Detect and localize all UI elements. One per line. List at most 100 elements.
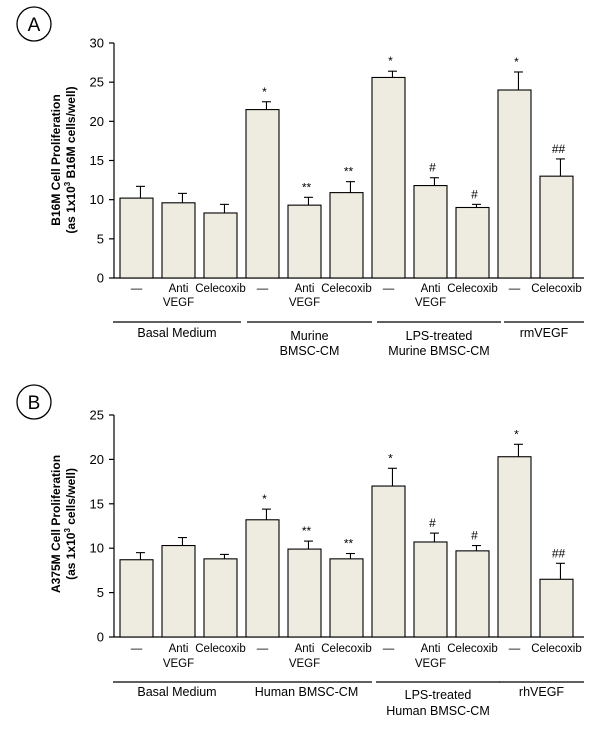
y-tick-label: 30 xyxy=(90,36,104,51)
group-label: Human BMSC-CM xyxy=(386,704,490,718)
y-axis-label-line2-suffix: cells/well) xyxy=(64,468,78,528)
category-label: — xyxy=(131,283,143,295)
significance-marker: * xyxy=(262,85,267,99)
category-label: Celecoxib xyxy=(531,643,582,655)
y-axis-label-exponent: 3 xyxy=(63,181,72,186)
category-label: — xyxy=(509,643,521,655)
y-axis-label-line2: (as 1x10 xyxy=(64,532,78,580)
category-label: VEGF xyxy=(163,297,194,309)
bar xyxy=(329,192,364,279)
panel-letter-circle xyxy=(16,384,52,420)
bar xyxy=(161,202,196,279)
category-label: Anti xyxy=(295,643,315,655)
category-label: Celecoxib xyxy=(447,643,498,655)
y-axis-label-line2-suffix: B16M cells/well) xyxy=(64,86,78,181)
panel-letter: B xyxy=(28,393,41,414)
y-tick-label: 5 xyxy=(97,231,104,246)
significance-marker: * xyxy=(262,492,267,506)
category-label: Celecoxib xyxy=(447,283,498,295)
bar xyxy=(245,109,280,279)
chart-panel-b: B 0 5 10 15 20 25 A375M Cell Proliferation(as 1… xyxy=(16,384,584,718)
significance-marker: # xyxy=(429,516,436,530)
category-label: Celecoxib xyxy=(195,643,246,655)
category-label: — xyxy=(131,643,143,655)
y-tick-label: 15 xyxy=(90,496,104,511)
y-tick-label: 25 xyxy=(90,408,104,423)
bar xyxy=(203,212,238,279)
category-label: Anti xyxy=(169,283,189,295)
category-label: Anti xyxy=(295,283,315,295)
bar xyxy=(413,185,448,279)
category-label: Celecoxib xyxy=(195,283,246,295)
significance-marker: ** xyxy=(302,180,312,194)
category-label: VEGF xyxy=(289,658,320,670)
group-label: BMSC-CM xyxy=(280,344,340,358)
bar xyxy=(539,175,574,279)
category-label: — xyxy=(383,643,395,655)
bar xyxy=(539,578,574,638)
group-label: LPS-treated xyxy=(406,329,473,343)
bar xyxy=(413,541,448,638)
category-label: — xyxy=(383,283,395,295)
group-label: Murine BMSC-CM xyxy=(388,344,489,358)
panel-letter-circle xyxy=(16,6,52,42)
significance-marker: ## xyxy=(552,546,566,560)
group-label: Murine xyxy=(290,329,328,343)
y-tick-label: 15 xyxy=(90,153,104,168)
significance-marker: ** xyxy=(302,524,312,538)
category-label: Anti xyxy=(421,643,441,655)
significance-marker: ** xyxy=(344,165,354,179)
group-label: Human BMSC-CM xyxy=(255,685,359,699)
bar xyxy=(455,550,490,638)
category-label: — xyxy=(509,283,521,295)
group-label: Basal Medium xyxy=(137,326,216,340)
significance-marker: * xyxy=(514,427,519,441)
significance-marker: # xyxy=(429,161,436,175)
y-axis-label-line2: (as 1x10 xyxy=(64,186,78,234)
category-label: VEGF xyxy=(415,297,446,309)
y-tick-label: 20 xyxy=(90,114,104,129)
significance-marker: ** xyxy=(344,537,354,551)
y-tick-label: 0 xyxy=(97,630,104,645)
chart-panel-a: A 0 5 10 15 20 25 30 B16M Cell Proliferation(as … xyxy=(16,6,584,358)
category-label: VEGF xyxy=(289,297,320,309)
category-label: Anti xyxy=(169,643,189,655)
significance-marker: * xyxy=(388,54,393,68)
y-tick-label: 10 xyxy=(90,192,104,207)
group-label: LPS-treated xyxy=(405,688,472,702)
category-label: Anti xyxy=(421,283,441,295)
category-label: Celecoxib xyxy=(531,283,582,295)
bar xyxy=(245,519,280,638)
category-label: VEGF xyxy=(163,658,194,670)
bar xyxy=(119,559,154,638)
bar xyxy=(455,206,490,279)
y-axis-label: A375M Cell Proliferation(as 1x103 cells/… xyxy=(49,455,78,593)
group-label: Basal Medium xyxy=(137,685,216,699)
y-tick-label: 0 xyxy=(97,271,104,286)
bar xyxy=(203,558,238,638)
y-axis-label-line1: B16M Cell Proliferation xyxy=(49,94,63,225)
bar xyxy=(161,544,196,638)
bar xyxy=(119,197,154,279)
bar xyxy=(287,548,322,638)
category-label: — xyxy=(257,283,269,295)
group-label: rmVEGF xyxy=(520,326,569,340)
significance-marker: ## xyxy=(552,142,566,156)
category-label: Celecoxib xyxy=(321,283,372,295)
y-tick-label: 10 xyxy=(90,541,104,556)
bar xyxy=(287,204,322,279)
significance-marker: * xyxy=(388,451,393,465)
panel-letter: A xyxy=(28,15,41,36)
y-tick-label: 5 xyxy=(97,585,104,600)
y-axis-label-line1: A375M Cell Proliferation xyxy=(49,455,63,593)
category-label: Celecoxib xyxy=(321,643,372,655)
significance-marker: # xyxy=(471,529,478,543)
group-label: rhVEGF xyxy=(519,685,565,699)
bar xyxy=(497,89,532,279)
significance-marker: # xyxy=(471,187,478,201)
y-axis-label-exponent: 3 xyxy=(63,528,72,533)
bar xyxy=(371,76,406,279)
bar xyxy=(497,456,532,638)
y-tick-label: 25 xyxy=(90,75,104,90)
